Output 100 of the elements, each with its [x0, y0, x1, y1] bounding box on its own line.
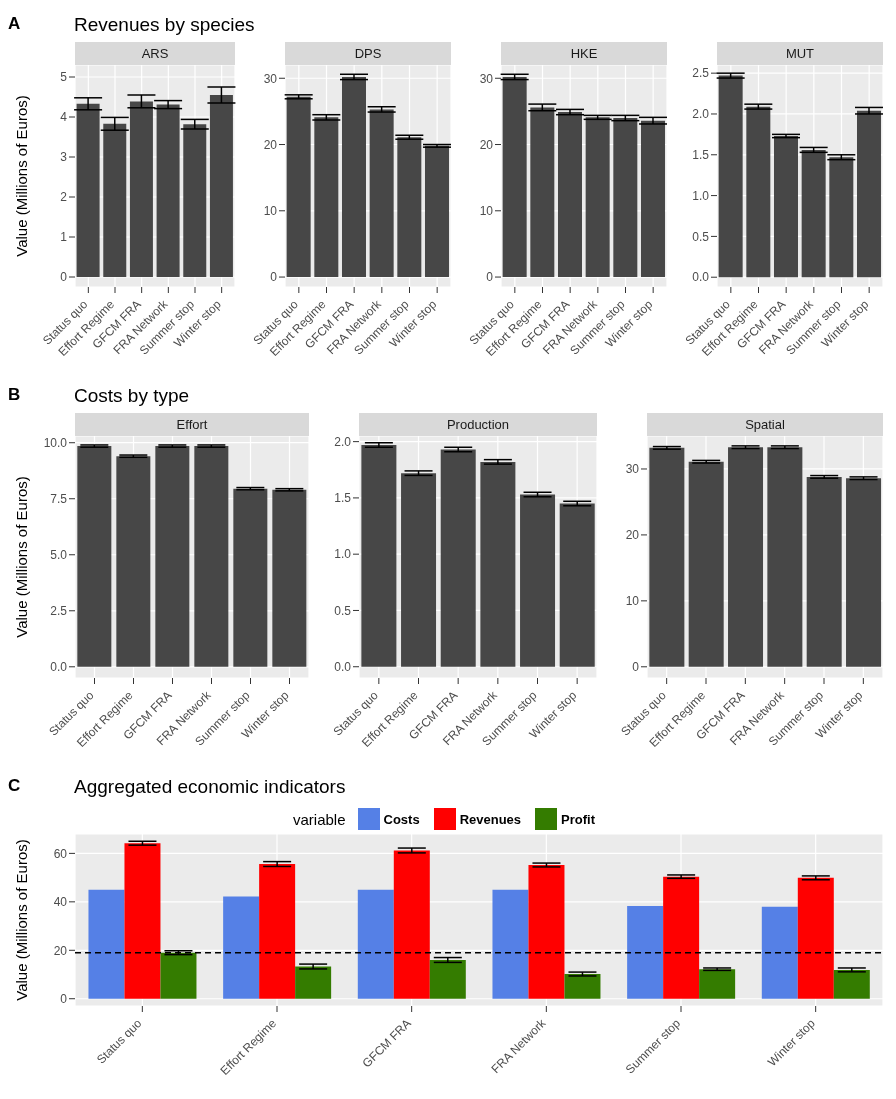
bar: [129, 101, 153, 277]
legend-label: Profit: [561, 811, 596, 827]
y-tick-label: 10.0: [43, 435, 68, 450]
y-tick-label: 0: [60, 991, 68, 1006]
y-axis-title: Value (Millions of Euros): [13, 839, 31, 1001]
y-tick-label: 2.0: [692, 107, 710, 122]
y-tick-label: 3: [60, 150, 68, 165]
bar: [520, 494, 556, 667]
bar: [492, 889, 529, 999]
bar: [728, 447, 764, 667]
chart-title: Spatial: [647, 413, 883, 436]
y-tick-label: 0: [270, 270, 278, 285]
bar: [797, 877, 834, 999]
bar: [233, 488, 268, 667]
y-tick-label: 0.5: [692, 229, 710, 244]
bar: [124, 843, 161, 999]
bar: [528, 865, 565, 999]
bar: [314, 117, 339, 278]
y-tick-label: 1.5: [334, 491, 352, 506]
y-axis-title: Value (Millions of Euros): [13, 476, 31, 638]
bar: [361, 445, 397, 667]
y-tick-label: 0.0: [334, 660, 352, 674]
bar: [76, 103, 100, 277]
y-tick-label: 20: [479, 137, 494, 152]
y-tick-label: 0.0: [692, 270, 710, 285]
bar: [397, 137, 422, 278]
bar: [103, 123, 127, 277]
text: Aggregated economic indicators: [74, 776, 346, 798]
bar: [286, 96, 311, 278]
text: C: [8, 776, 21, 796]
bar: [746, 106, 771, 278]
y-tick-label: 30: [263, 71, 278, 86]
bar: [401, 473, 437, 667]
bar: [806, 476, 842, 667]
bar: [116, 456, 151, 667]
y-tick-label: 10: [479, 204, 494, 219]
legend-label: Costs: [383, 811, 420, 827]
legend-title: variable: [292, 810, 346, 828]
bar: [194, 446, 229, 667]
bar: [259, 864, 296, 999]
bar: [480, 461, 516, 667]
y-tick-label: 30: [625, 462, 640, 477]
y-tick-label: 4: [60, 110, 68, 125]
y-tick-label: 2: [60, 190, 68, 205]
bar: [156, 104, 180, 277]
text: B: [8, 385, 21, 405]
y-tick-label: 10: [625, 594, 640, 609]
bar: [393, 850, 430, 999]
bar: [663, 876, 700, 999]
y-tick-label: 10: [263, 204, 278, 219]
chart-title: ARS: [75, 42, 235, 65]
y-tick-label: 1.0: [334, 547, 352, 562]
bar: [718, 75, 743, 278]
y-tick-label: 20: [263, 137, 278, 152]
y-tick-label: 0: [632, 660, 640, 675]
bar: [564, 974, 601, 999]
bar: [767, 447, 803, 667]
y-axis-title: Value (Millions of Euros): [13, 95, 31, 257]
chart-title: HKE: [501, 42, 667, 65]
bar: [160, 952, 197, 999]
bar: [649, 447, 685, 667]
y-tick-label: 2.5: [50, 604, 68, 619]
bar: [424, 145, 449, 278]
y-tick-label: 40: [53, 895, 68, 910]
text: Costs by type: [74, 385, 190, 407]
bar: [761, 906, 798, 999]
y-tick-label: 0: [60, 270, 68, 285]
y-tick-label: 2.0: [334, 434, 352, 449]
bar: [833, 969, 870, 999]
y-tick-label: 0.0: [50, 660, 68, 675]
bar: [502, 76, 527, 278]
bar: [688, 461, 724, 667]
bar: [829, 157, 854, 278]
y-tick-label: 5.0: [50, 548, 68, 563]
bar: [640, 120, 665, 278]
bar: [557, 112, 582, 278]
bar: [773, 136, 798, 278]
bar: [846, 478, 882, 667]
y-tick-label: 5: [60, 70, 68, 85]
y-tick-label: 60: [53, 846, 68, 861]
y-tick-label: 2.5: [692, 66, 710, 81]
y-tick-label: 7.5: [50, 492, 68, 506]
bar: [295, 966, 332, 999]
bar: [559, 503, 595, 667]
bar: [183, 124, 207, 277]
bar: [357, 889, 394, 999]
legend-label: Revenues: [459, 811, 522, 827]
y-tick-label: 1: [60, 230, 68, 245]
chart-title: DPS: [285, 42, 451, 65]
bar: [440, 449, 476, 667]
bar: [801, 149, 826, 278]
bar: [155, 446, 190, 667]
y-tick-label: 30: [479, 71, 494, 86]
bar: [272, 489, 307, 667]
bar: [88, 889, 125, 999]
bar: [613, 118, 638, 278]
text: A: [8, 14, 21, 34]
chart-title: MUT: [717, 42, 883, 65]
bar: [341, 76, 366, 278]
y-tick-label: 20: [53, 943, 68, 958]
